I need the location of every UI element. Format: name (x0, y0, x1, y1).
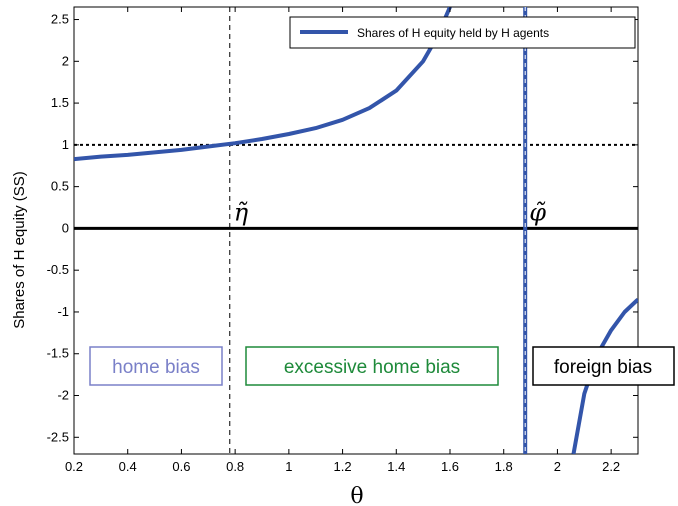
y-tick-label: 2 (62, 53, 69, 68)
x-tick-label: 0.2 (65, 459, 83, 474)
excessive-home-bias-box: excessive home bias (245, 346, 499, 386)
x-tick-label: 1.6 (441, 459, 459, 474)
legend: Shares of H equity held by H agents (289, 16, 636, 49)
x-tick-label: 2 (554, 459, 561, 474)
x-tick-label: 0.4 (119, 459, 137, 474)
foreign-bias-label: foreign bias (554, 357, 652, 378)
y-tick-label: -2 (57, 388, 69, 403)
excessive-home-bias-label: excessive home bias (284, 357, 460, 378)
x-tick-label: 0.8 (226, 459, 244, 474)
y-tick-label: 1.5 (51, 95, 69, 110)
y-tick-label: -1 (57, 304, 69, 319)
series-line-right-branch (571, 297, 638, 454)
x-tick-label: 0.6 (172, 459, 190, 474)
y-tick-label: -0.5 (47, 262, 69, 277)
x-axis-ticks: 0.2 0.4 0.6 0.8 1 1.2 1.4 1.6 1.8 2 2.2 (65, 7, 620, 474)
y-tick-label: -2.5 (47, 429, 69, 444)
x-tick-label: 1.8 (495, 459, 513, 474)
y-tick-label: 2.5 (51, 12, 69, 27)
x-tick-label: 1 (285, 459, 292, 474)
x-tick-label: 1.4 (387, 459, 405, 474)
x-tick-label: 1.2 (334, 459, 352, 474)
y-tick-label: 0 (62, 220, 69, 235)
home-bias-box: home bias (89, 346, 223, 386)
x-axis-label: θ (350, 484, 363, 506)
y-axis-label: Shares of H equity (SS) (11, 171, 28, 329)
plot-area (73, 6, 639, 455)
legend-label: Shares of H equity held by H agents (357, 26, 549, 40)
x-tick-label: 2.2 (602, 459, 620, 474)
y-tick-label: 1 (62, 137, 69, 152)
y-tick-label: 0.5 (51, 179, 69, 194)
home-bias-label: home bias (112, 357, 200, 378)
series-line-left-branch (74, 7, 452, 162)
eta-annotation: η̃ (234, 198, 249, 226)
series-group (74, 7, 638, 454)
foreign-bias-box: foreign bias (532, 346, 675, 386)
y-axis-ticks: 2.5 2 1.5 1 0.5 0 -0.5 -1 -1.5 -2 -2.5 (47, 12, 638, 444)
y-tick-label: -1.5 (47, 346, 69, 361)
phi-annotation: φ̃ (529, 198, 546, 226)
